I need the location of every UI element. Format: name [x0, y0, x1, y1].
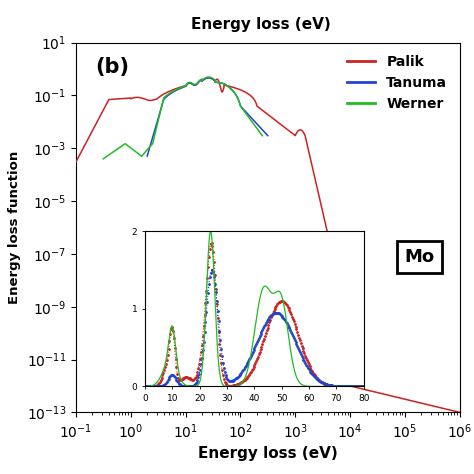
Y-axis label: Energy loss function: Energy loss function: [8, 151, 21, 304]
Text: Mo: Mo: [404, 248, 435, 266]
X-axis label: Energy loss (eV): Energy loss (eV): [198, 446, 337, 461]
Text: Energy loss (eV): Energy loss (eV): [191, 17, 330, 32]
Text: (b): (b): [95, 57, 129, 77]
Legend: Palik, Tanuma, Werner: Palik, Tanuma, Werner: [342, 50, 453, 117]
